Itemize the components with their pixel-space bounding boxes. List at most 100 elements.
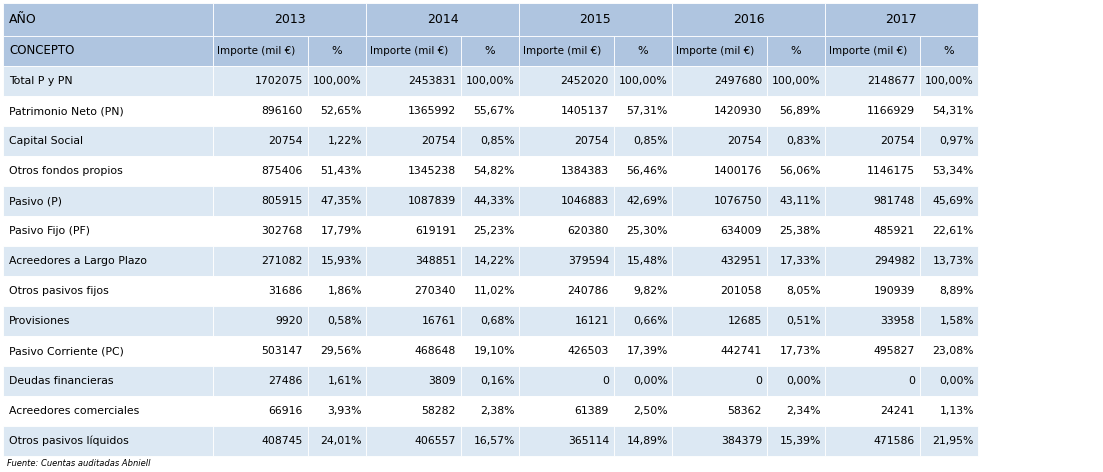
Text: 0,16%: 0,16% bbox=[481, 376, 515, 386]
Bar bbox=[767, 186, 825, 216]
Bar bbox=[672, 246, 767, 276]
Bar bbox=[520, 246, 614, 276]
Bar bbox=[308, 186, 366, 216]
Text: 0,00%: 0,00% bbox=[786, 376, 821, 386]
Text: 2452020: 2452020 bbox=[560, 76, 609, 86]
Text: 1,61%: 1,61% bbox=[328, 376, 362, 386]
Text: 1087839: 1087839 bbox=[408, 196, 456, 206]
Text: 8,05%: 8,05% bbox=[786, 286, 821, 296]
Bar bbox=[461, 426, 520, 456]
Text: 17,73%: 17,73% bbox=[780, 346, 821, 356]
Text: 1400176: 1400176 bbox=[714, 166, 762, 176]
Text: 100,00%: 100,00% bbox=[925, 76, 974, 86]
Text: Importe (mil €): Importe (mil €) bbox=[370, 46, 448, 56]
Bar bbox=[767, 66, 825, 96]
Bar bbox=[920, 96, 978, 126]
Text: 0: 0 bbox=[602, 376, 609, 386]
Text: 0,66%: 0,66% bbox=[633, 316, 668, 326]
Text: Importe (mil €): Importe (mil €) bbox=[676, 46, 754, 56]
Text: 31686: 31686 bbox=[269, 286, 303, 296]
Bar bbox=[308, 126, 366, 156]
Bar bbox=[920, 216, 978, 246]
Bar bbox=[767, 126, 825, 156]
Bar bbox=[520, 66, 614, 96]
Bar bbox=[308, 396, 366, 426]
Text: 1420930: 1420930 bbox=[714, 106, 762, 116]
Bar bbox=[308, 306, 366, 336]
Text: 2014: 2014 bbox=[427, 13, 459, 26]
Text: 384379: 384379 bbox=[720, 436, 762, 446]
Bar bbox=[3, 36, 213, 66]
Text: 495827: 495827 bbox=[874, 346, 915, 356]
Text: 9920: 9920 bbox=[276, 316, 303, 326]
Text: 43,11%: 43,11% bbox=[780, 196, 821, 206]
Bar bbox=[461, 66, 520, 96]
Bar bbox=[672, 3, 825, 36]
Text: 22,61%: 22,61% bbox=[933, 226, 974, 236]
Text: 0: 0 bbox=[908, 376, 915, 386]
Text: 432951: 432951 bbox=[720, 256, 762, 266]
Bar bbox=[308, 336, 366, 366]
Bar bbox=[614, 96, 672, 126]
Text: 54,82%: 54,82% bbox=[473, 166, 515, 176]
Bar bbox=[461, 96, 520, 126]
Text: Pasivo Corriente (PC): Pasivo Corriente (PC) bbox=[9, 346, 124, 356]
Bar bbox=[461, 36, 520, 66]
Bar bbox=[308, 66, 366, 96]
Text: 1146175: 1146175 bbox=[867, 166, 915, 176]
Bar bbox=[213, 156, 308, 186]
Text: 1,13%: 1,13% bbox=[940, 406, 974, 416]
Text: 1405137: 1405137 bbox=[560, 106, 609, 116]
Text: Fuente: Cuentas auditadas Abniell: Fuente: Cuentas auditadas Abniell bbox=[7, 459, 150, 468]
Text: 0,58%: 0,58% bbox=[328, 316, 362, 326]
Text: Importe (mil €): Importe (mil €) bbox=[523, 46, 601, 56]
Text: 240786: 240786 bbox=[568, 286, 609, 296]
Text: 0,85%: 0,85% bbox=[481, 136, 515, 146]
Text: Capital Social: Capital Social bbox=[9, 136, 83, 146]
Text: 0,85%: 0,85% bbox=[633, 136, 668, 146]
Bar bbox=[672, 306, 767, 336]
Text: Otros fondos propios: Otros fondos propios bbox=[9, 166, 122, 176]
Bar bbox=[825, 336, 920, 366]
Bar bbox=[672, 96, 767, 126]
Text: 2,50%: 2,50% bbox=[633, 406, 668, 416]
Text: 57,31%: 57,31% bbox=[627, 106, 668, 116]
Bar bbox=[213, 246, 308, 276]
Bar bbox=[3, 306, 213, 336]
Bar bbox=[366, 186, 461, 216]
Text: 0,97%: 0,97% bbox=[940, 136, 974, 146]
Bar bbox=[213, 186, 308, 216]
Bar bbox=[767, 306, 825, 336]
Bar bbox=[308, 366, 366, 396]
Bar bbox=[213, 36, 308, 66]
Bar bbox=[3, 396, 213, 426]
Text: 2017: 2017 bbox=[886, 13, 918, 26]
Bar bbox=[767, 396, 825, 426]
Text: 2,34%: 2,34% bbox=[786, 406, 821, 416]
Text: 25,30%: 25,30% bbox=[627, 226, 668, 236]
Text: 302768: 302768 bbox=[261, 226, 303, 236]
Bar bbox=[825, 246, 920, 276]
Text: 20754: 20754 bbox=[880, 136, 915, 146]
Bar bbox=[213, 306, 308, 336]
Text: 294982: 294982 bbox=[874, 256, 915, 266]
Bar bbox=[672, 276, 767, 306]
Text: 47,35%: 47,35% bbox=[321, 196, 362, 206]
Bar bbox=[213, 66, 308, 96]
Bar bbox=[366, 216, 461, 246]
Bar bbox=[520, 366, 614, 396]
Bar bbox=[461, 186, 520, 216]
Text: 8,89%: 8,89% bbox=[940, 286, 974, 296]
Text: 100,00%: 100,00% bbox=[772, 76, 821, 86]
Text: 15,39%: 15,39% bbox=[780, 436, 821, 446]
Text: 11,02%: 11,02% bbox=[473, 286, 515, 296]
Text: 1166929: 1166929 bbox=[867, 106, 915, 116]
Bar bbox=[520, 306, 614, 336]
Text: 58362: 58362 bbox=[728, 406, 762, 416]
Text: 54,31%: 54,31% bbox=[933, 106, 974, 116]
Text: 2497680: 2497680 bbox=[714, 76, 762, 86]
Text: 56,46%: 56,46% bbox=[627, 166, 668, 176]
Bar bbox=[672, 186, 767, 216]
Text: 9,82%: 9,82% bbox=[633, 286, 668, 296]
Text: 1365992: 1365992 bbox=[408, 106, 456, 116]
